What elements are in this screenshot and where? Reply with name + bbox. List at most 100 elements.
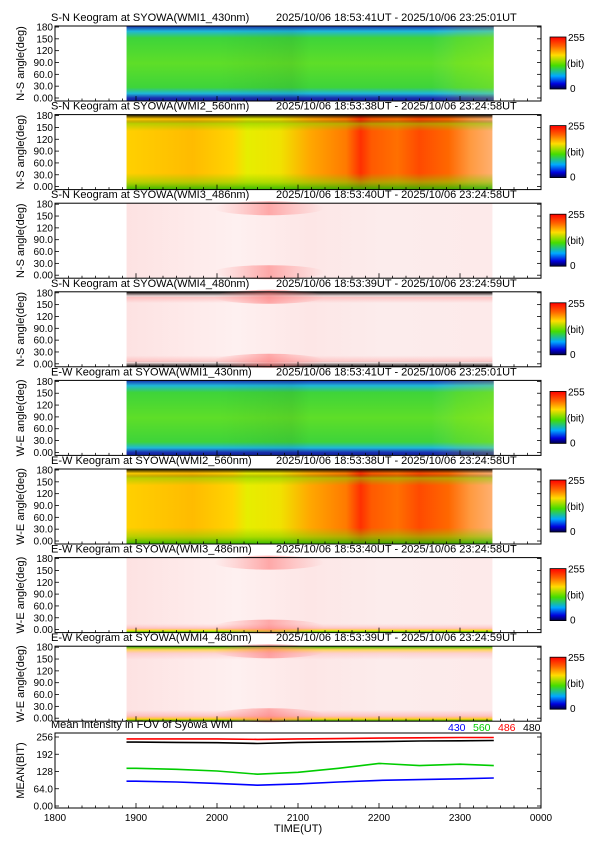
legend-entry-560: 560 [473, 722, 491, 734]
x-tick-label: 0000 [530, 813, 553, 824]
x-tick-label: 2200 [368, 813, 391, 824]
mean-y-tick-label: 128 [36, 767, 53, 778]
colorbar-unit-label: (bit) [567, 148, 584, 159]
y-tick-label: 150 [36, 477, 53, 488]
series-line-486 [126, 736, 494, 741]
y-tick-label: 120 [36, 46, 53, 57]
x-tick-label: 1800 [44, 813, 67, 824]
y-tick-label: 180 [36, 23, 53, 34]
x-tick-label: 2300 [449, 813, 472, 824]
colorbar-max-label: 255 [568, 565, 585, 576]
colorbar-unit-label: (bit) [567, 325, 584, 336]
y-tick-label: 120 [36, 578, 53, 589]
y-tick-label: 30.0 [34, 170, 54, 181]
x-tick-label: 2000 [206, 813, 229, 824]
y-tick-label: 180 [36, 466, 53, 477]
colorbar [549, 390, 567, 444]
mean-y-tick-label: 192 [36, 750, 53, 761]
series-line-480 [126, 739, 494, 745]
y-tick-label: 0.00 [34, 271, 54, 282]
y-tick-label: 90.0 [34, 147, 54, 158]
y-axis-label: N-S angle(deg) [15, 26, 27, 101]
y-tick-label: 30.0 [34, 525, 54, 536]
y-tick-label: 90.0 [34, 412, 54, 423]
x-tick-label: 1900 [125, 813, 148, 824]
colorbar-max-label: 255 [568, 653, 585, 664]
colorbar-max-label: 255 [568, 33, 585, 44]
y-tick-label: 150 [36, 566, 53, 577]
y-tick-label: 30.0 [34, 259, 54, 270]
colorbar-unit-label: (bit) [567, 413, 584, 424]
colorbar-unit-label: (bit) [567, 59, 584, 70]
keogram-image [126, 289, 493, 368]
colorbar [549, 568, 567, 621]
y-axis-label: N-S angle(deg) [15, 115, 27, 190]
colorbar-max-label: 255 [568, 476, 585, 487]
panel-title: S-N Keogram at SYOWA(WMI2_560nm) [51, 101, 249, 113]
y-tick-label: 150 [36, 655, 53, 666]
panel-time-range: 2025/10/06 18:53:38UT - 2025/10/06 23:24… [276, 101, 517, 113]
y-axis-label: W-E angle(deg) [15, 379, 27, 456]
y-tick-label: 180 [36, 554, 53, 565]
panel-time-range: 2025/10/06 18:53:39UT - 2025/10/06 23:24… [276, 278, 517, 290]
y-tick-label: 90.0 [34, 678, 54, 689]
y-axis-label: W-E angle(deg) [15, 557, 27, 634]
y-tick-label: 30.0 [34, 347, 54, 358]
legend-entry-480: 480 [523, 722, 541, 734]
colorbar-min-label: 0 [570, 261, 576, 272]
colorbar-min-label: 0 [570, 704, 576, 715]
legend-entry-486: 486 [498, 722, 516, 734]
colorbar-max-label: 255 [568, 122, 585, 133]
y-tick-label: 0.00 [34, 359, 54, 370]
colorbar-min-label: 0 [570, 173, 576, 184]
y-tick-label: 150 [36, 300, 53, 311]
y-tick-label: 60.0 [34, 336, 54, 347]
colorbar [549, 36, 567, 90]
keogram-panel: S-N Keogram at SYOWA(WMI2_560nm) 2025/10/… [15, 101, 585, 194]
panel-title: S-N Keogram at SYOWA(WMI4_480nm) [51, 278, 249, 290]
colorbar-min-label: 0 [570, 616, 576, 627]
colorbar-unit-label: (bit) [567, 236, 584, 247]
y-axis-label: W-E angle(deg) [15, 645, 27, 722]
mean-panel-frame [54, 732, 542, 809]
y-tick-label: 0.00 [34, 448, 54, 459]
x-axis-label: TIME(UT) [274, 823, 322, 835]
keogram-panel: S-N Keogram at SYOWA(WMI1_430nm) 2025/10/… [15, 12, 585, 105]
keogram-image [126, 555, 493, 634]
colorbar-max-label: 255 [568, 299, 585, 310]
y-tick-label: 90.0 [34, 58, 54, 69]
y-tick-label: 30.0 [34, 702, 54, 713]
panel-title: E-W Keogram at SYOWA(WMI4_480nm) [51, 632, 252, 644]
y-axis-label: N-S angle(deg) [15, 203, 27, 278]
panel-title: E-W Keogram at SYOWA(WMI1_430nm) [51, 366, 252, 378]
panel-title: E-W Keogram at SYOWA(WMI3_486nm) [51, 544, 252, 556]
keogram-image [126, 380, 494, 456]
colorbar-min-label: 0 [570, 350, 576, 361]
y-tick-label: 60.0 [34, 601, 54, 612]
y-tick-label: 90.0 [34, 590, 54, 601]
colorbar [549, 302, 567, 356]
colorbar [549, 125, 567, 178]
colorbar-max-label: 255 [568, 210, 585, 221]
colorbar-unit-label: (bit) [567, 502, 584, 513]
y-tick-label: 150 [36, 212, 53, 223]
keogram-panel: E-W Keogram at SYOWA(WMI2_560nm) 2025/10/… [15, 455, 585, 548]
colorbar-max-label: 255 [568, 387, 585, 398]
y-tick-label: 120 [36, 135, 53, 146]
colorbar [549, 213, 567, 267]
panel-time-range: 2025/10/06 18:53:38UT - 2025/10/06 23:24… [276, 455, 517, 467]
keogram-image [126, 114, 493, 190]
y-tick-label: 150 [36, 34, 53, 45]
panel-title: S-N Keogram at SYOWA(WMI1_430nm) [51, 12, 249, 24]
colorbar-unit-label: (bit) [567, 591, 584, 602]
keogram-panel: E-W Keogram at SYOWA(WMI1_430nm) 2025/10/… [15, 366, 585, 459]
mean-intensity-panel: Mean intensity in FOV of Syowa WMI 430 560… [15, 719, 553, 835]
y-tick-label: 90.0 [34, 501, 54, 512]
y-tick-label: 60.0 [34, 690, 54, 701]
panel-title: E-W Keogram at SYOWA(WMI2_560nm) [51, 455, 252, 467]
y-tick-label: 120 [36, 312, 53, 323]
mean-y-tick-label: 64.0 [34, 784, 54, 795]
colorbar [549, 479, 567, 533]
y-tick-label: 120 [36, 401, 53, 412]
